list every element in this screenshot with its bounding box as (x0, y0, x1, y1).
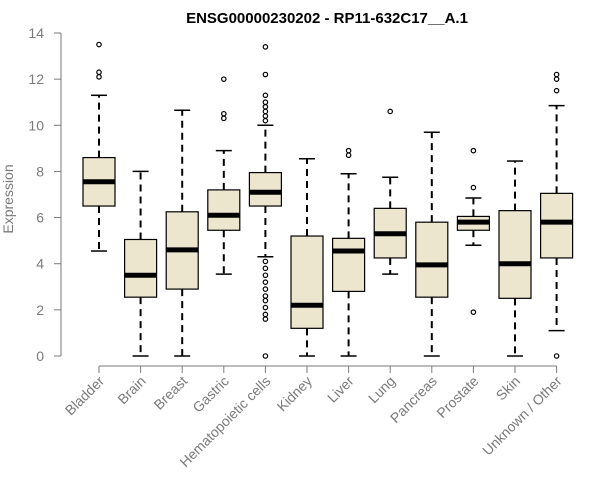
outlier-point (262, 316, 269, 322)
outlier-point (553, 76, 560, 82)
outlier-point (262, 71, 269, 78)
x-category-label: Liver (324, 373, 357, 406)
box-skin (498, 160, 532, 357)
outlier-point (262, 297, 269, 304)
y-axis-ticks: 0 2 4 6 8 10 12 14 (28, 25, 61, 364)
box-bladder (82, 41, 116, 252)
outlier-point (262, 258, 269, 265)
outlier-point (221, 110, 227, 117)
outlier-point (262, 265, 269, 272)
y-tick-label: 6 (36, 210, 44, 226)
x-category-label: Lung (365, 373, 398, 406)
iqr-box (248, 171, 282, 207)
outlier-point (262, 353, 269, 359)
outlier-point (345, 152, 352, 159)
x-category-label: Breast (150, 373, 190, 413)
chart-title: ENSG00000230202 - RP11-632C17__A.1 (186, 10, 468, 27)
outlier-point (553, 71, 560, 78)
box-brain (123, 170, 158, 357)
x-category-label: Brain (114, 373, 148, 407)
x-category-label: Unknown / Other (479, 373, 565, 459)
outlier-point (96, 74, 102, 80)
outlier-point (345, 147, 352, 154)
box-gastric (207, 76, 241, 275)
outlier-point (387, 108, 394, 115)
outlier-point (553, 353, 560, 359)
outlier-point (262, 92, 269, 99)
outlier-point (553, 87, 560, 94)
box-hematopoietic-cells (248, 44, 282, 359)
outlier-point (262, 44, 269, 50)
x-category-label: Kidney (274, 373, 316, 415)
outlier-point (262, 279, 269, 285)
iqr-box (290, 235, 324, 329)
box-unknown-other (539, 71, 574, 359)
box-prostate (456, 147, 490, 315)
y-tick-label: 8 (36, 163, 44, 179)
iqr-box (498, 210, 532, 299)
outlier-point (221, 115, 227, 122)
outlier-point (221, 76, 227, 82)
outlier-point (470, 309, 477, 315)
y-tick-label: 2 (36, 302, 44, 318)
x-category-label: Bladder (62, 373, 108, 419)
outlier-point (262, 99, 269, 106)
outlier-point (262, 286, 269, 292)
x-category-label: Prostate (433, 373, 481, 421)
y-tick-label: 4 (36, 256, 44, 272)
outlier-point (262, 293, 269, 299)
y-tick-label: 10 (28, 117, 44, 133)
box-breast (165, 109, 199, 357)
outlier-point (96, 69, 102, 76)
box-series (82, 41, 574, 359)
outlier-point (262, 117, 269, 124)
outlier-point (470, 184, 477, 191)
outlier-point (262, 311, 269, 318)
y-tick-label: 12 (28, 71, 44, 87)
outlier-point (262, 113, 269, 119)
box-lung (373, 108, 407, 275)
y-axis-label: Expression (0, 164, 16, 233)
iqr-box (123, 238, 158, 298)
iqr-box (415, 221, 449, 298)
iqr-box (539, 192, 574, 259)
y-tick-label: 0 (36, 348, 44, 364)
outlier-point (262, 272, 269, 279)
outlier-point (262, 104, 269, 110)
outlier-point (96, 41, 102, 48)
iqr-box (332, 237, 366, 292)
box-pancreas (415, 131, 449, 357)
x-category-label: Skin (493, 373, 524, 404)
iqr-box (207, 189, 241, 231)
box-liver (332, 147, 366, 357)
outlier-point (262, 304, 269, 311)
outlier-point (262, 108, 269, 115)
y-tick-label: 14 (28, 25, 44, 41)
box-kidney (290, 157, 324, 357)
outlier-point (470, 147, 477, 154)
